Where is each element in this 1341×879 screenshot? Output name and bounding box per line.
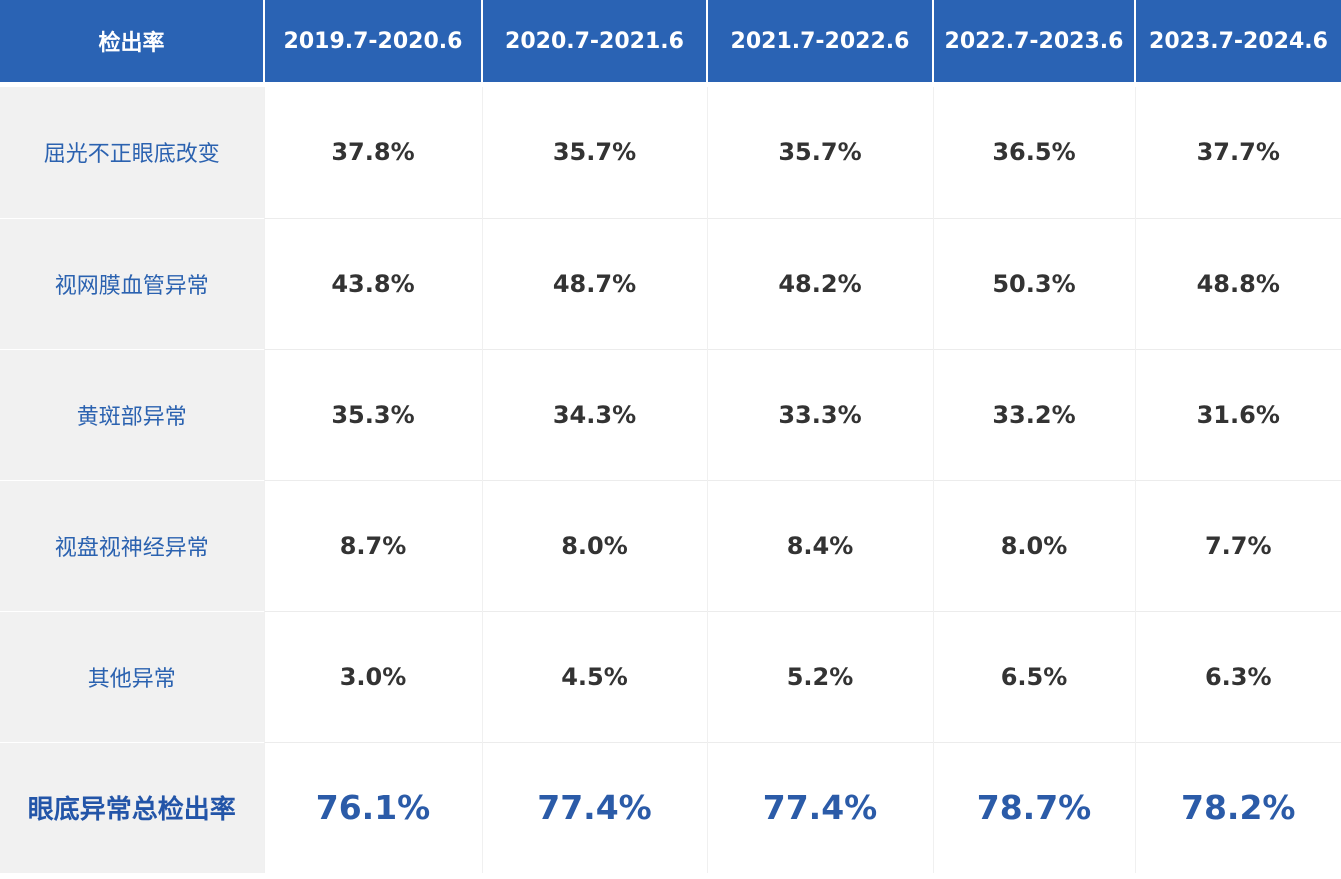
- table-cell: 37.8%: [263, 87, 482, 218]
- total-cell: 77.4%: [706, 741, 933, 873]
- total-cell: 76.1%: [263, 741, 482, 873]
- table-cell: 8.0%: [932, 479, 1135, 611]
- total-row-label: 眼底异常总检出率: [0, 741, 264, 873]
- row-label: 视网膜血管异常: [0, 217, 264, 349]
- header-cell-period-2022-2023: 2022.7-2023.6: [932, 0, 1135, 82]
- table-cell: 5.2%: [706, 610, 933, 742]
- table-cell: 8.0%: [481, 479, 707, 611]
- table-cell: 43.8%: [263, 217, 482, 349]
- header-cell-period-2019-2020: 2019.7-2020.6: [263, 0, 482, 82]
- table-cell: 31.6%: [1134, 348, 1341, 480]
- table-cell: 35.7%: [481, 87, 707, 218]
- table-cell: 4.5%: [481, 610, 707, 742]
- table-cell: 37.7%: [1134, 87, 1341, 218]
- row-label: 视盘视神经异常: [0, 479, 264, 611]
- total-cell: 78.7%: [932, 741, 1135, 873]
- header-cell-period-2023-2024: 2023.7-2024.6: [1134, 0, 1341, 82]
- table-cell: 8.7%: [263, 479, 482, 611]
- row-label: 屈光不正眼底改变: [0, 87, 264, 218]
- total-row: 眼底异常总检出率 76.1% 77.4% 77.4% 78.7% 78.2%: [0, 741, 1341, 873]
- table-row: 屈光不正眼底改变 37.8% 35.7% 35.7% 36.5% 37.7%: [0, 87, 1341, 218]
- table-cell: 3.0%: [263, 610, 482, 742]
- table-cell: 35.3%: [263, 348, 482, 480]
- table-cell: 50.3%: [932, 217, 1135, 349]
- table-cell: 6.5%: [932, 610, 1135, 742]
- table-cell: 6.3%: [1134, 610, 1341, 742]
- table-cell: 48.2%: [706, 217, 933, 349]
- header-cell-detection-rate: 检出率: [0, 0, 264, 82]
- header-gap-cell: [0, 82, 1341, 87]
- table-cell: 8.4%: [706, 479, 933, 611]
- table-cell: 7.7%: [1134, 479, 1341, 611]
- row-label: 其他异常: [0, 610, 264, 742]
- header-gap: [0, 82, 1341, 87]
- header-cell-period-2021-2022: 2021.7-2022.6: [706, 0, 933, 82]
- table-cell: 33.2%: [932, 348, 1135, 480]
- row-label: 黄斑部异常: [0, 348, 264, 480]
- table-row: 黄斑部异常 35.3% 34.3% 33.3% 33.2% 31.6%: [0, 348, 1341, 480]
- table-cell: 33.3%: [706, 348, 933, 480]
- table-header: 检出率 2019.7-2020.6 2020.7-2021.6 2021.7-2…: [0, 0, 1341, 82]
- total-cell: 77.4%: [481, 741, 707, 873]
- table-cell: 34.3%: [481, 348, 707, 480]
- table-cell: 48.7%: [481, 217, 707, 349]
- table-row: 视网膜血管异常 43.8% 48.7% 48.2% 50.3% 48.8%: [0, 217, 1341, 349]
- header-row: 检出率 2019.7-2020.6 2020.7-2021.6 2021.7-2…: [0, 0, 1341, 82]
- table-row: 视盘视神经异常 8.7% 8.0% 8.4% 8.0% 7.7%: [0, 479, 1341, 611]
- table-body: 屈光不正眼底改变 37.8% 35.7% 35.7% 36.5% 37.7% 视…: [0, 82, 1341, 873]
- table-row: 其他异常 3.0% 4.5% 5.2% 6.5% 6.3%: [0, 610, 1341, 742]
- header-cell-period-2020-2021: 2020.7-2021.6: [481, 0, 707, 82]
- table-cell: 35.7%: [706, 87, 933, 218]
- total-cell: 78.2%: [1134, 741, 1341, 873]
- table-cell: 36.5%: [932, 87, 1135, 218]
- table-cell: 48.8%: [1134, 217, 1341, 349]
